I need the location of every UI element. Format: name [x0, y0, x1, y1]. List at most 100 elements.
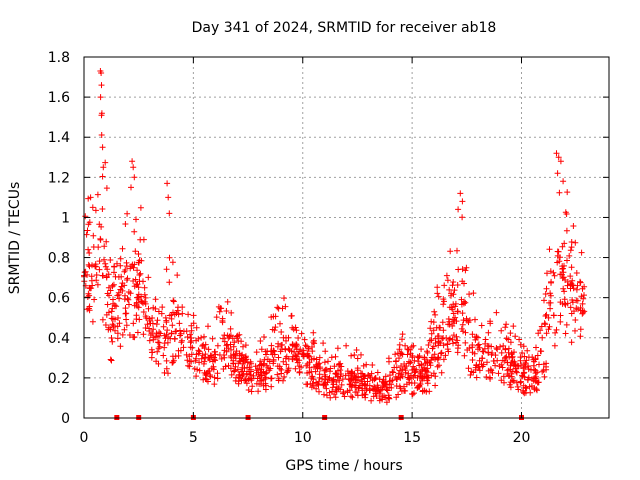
- data-point: [121, 296, 128, 303]
- data-point: [231, 339, 238, 346]
- data-point: [150, 326, 157, 333]
- data-point: [141, 284, 148, 291]
- data-point: [436, 339, 442, 346]
- data-point: [485, 329, 492, 336]
- data-point: [149, 315, 156, 321]
- data-point: [568, 339, 575, 346]
- data-point: [183, 351, 190, 358]
- data-point: [310, 329, 317, 336]
- data-point: [561, 240, 568, 247]
- data-point: [370, 386, 377, 393]
- data-point: [558, 271, 565, 278]
- data-point: [459, 278, 466, 285]
- data-point: [169, 322, 176, 329]
- data-point: [520, 365, 527, 372]
- data-point: [309, 380, 316, 387]
- data-point: [572, 327, 578, 334]
- data-point: [268, 348, 275, 355]
- axis-ticks: [83, 56, 609, 419]
- data-point: [430, 343, 437, 350]
- data-point: [432, 373, 439, 380]
- data-point: [137, 270, 144, 277]
- data-point: [517, 354, 524, 361]
- data-point: [228, 371, 235, 378]
- data-point: [185, 311, 192, 318]
- data-point: [428, 318, 435, 325]
- data-point: [232, 363, 239, 370]
- data-point: [326, 374, 333, 381]
- data-point: [223, 348, 230, 355]
- data-point: [579, 300, 586, 307]
- data-point: [211, 374, 218, 381]
- data-point: [368, 397, 375, 404]
- data-point: [206, 354, 213, 361]
- data-point: [156, 329, 163, 336]
- data-point: [209, 335, 216, 342]
- data-point: [352, 389, 359, 396]
- data-point: [262, 386, 269, 393]
- data-point: [202, 375, 209, 382]
- data-point: [252, 363, 259, 370]
- data-point: [521, 361, 528, 368]
- data-point: [299, 350, 306, 357]
- data-point: [338, 381, 345, 388]
- data-point: [242, 377, 249, 384]
- data-point: [159, 304, 166, 311]
- data-point: [562, 330, 569, 337]
- data-point: [122, 310, 129, 317]
- data-point: [230, 351, 237, 358]
- data-point: [221, 332, 228, 339]
- data-point: [462, 267, 469, 274]
- data-point: [523, 385, 530, 392]
- data-point: [86, 219, 93, 226]
- data-point: [169, 359, 176, 366]
- data-point: [99, 206, 106, 212]
- data-point: [546, 246, 553, 253]
- data-point: [123, 259, 130, 266]
- data-point: [539, 368, 546, 375]
- data-point: [414, 374, 421, 381]
- data-point: [512, 333, 519, 340]
- data-point: [96, 258, 103, 265]
- data-point: [476, 344, 483, 351]
- data-point: [92, 207, 99, 214]
- data-point: [102, 322, 109, 328]
- data-point: [440, 356, 447, 363]
- data-point: [454, 282, 461, 288]
- data-point: [121, 326, 128, 333]
- data-point: [522, 384, 529, 391]
- data-point: [572, 317, 579, 323]
- data-point: [534, 352, 541, 359]
- data-point: [247, 358, 254, 365]
- data-point: [109, 305, 116, 312]
- data-point: [313, 356, 320, 363]
- data-point: [155, 360, 162, 367]
- data-point: [532, 356, 539, 363]
- data-point: [255, 388, 262, 395]
- data-point: [469, 342, 476, 348]
- data-point: [541, 373, 548, 380]
- data-point: [308, 375, 315, 382]
- data-point: [86, 250, 93, 256]
- data-point: [316, 360, 323, 367]
- data-point: [285, 367, 292, 374]
- data-point: [465, 319, 472, 326]
- data-point: [163, 331, 170, 338]
- data-point: [409, 390, 415, 397]
- data-point: [317, 365, 324, 372]
- data-point: [138, 298, 145, 305]
- data-point: [330, 376, 337, 383]
- data-point: [338, 371, 345, 377]
- data-point: [255, 371, 262, 378]
- data-point: [278, 329, 285, 335]
- data-point: [397, 385, 404, 392]
- data-point: [454, 308, 461, 315]
- data-point: [114, 260, 120, 267]
- data-point: [100, 164, 107, 171]
- data-point: [306, 359, 313, 366]
- data-point: [111, 269, 117, 276]
- data-point: [446, 304, 453, 311]
- data-point: [443, 272, 450, 279]
- data-point: [168, 311, 175, 318]
